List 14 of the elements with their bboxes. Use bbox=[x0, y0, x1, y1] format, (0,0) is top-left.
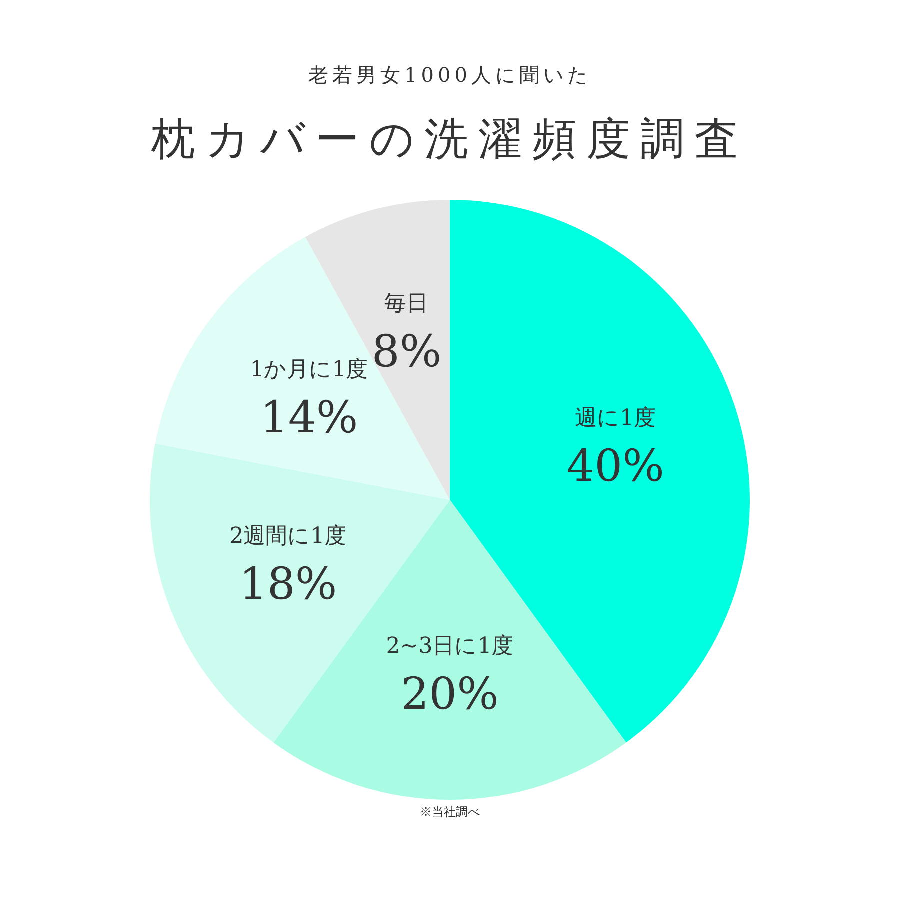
slice-label: 2週間に1度 bbox=[230, 524, 347, 550]
slice-label: 1か月に1度 bbox=[250, 358, 368, 383]
chart-title: 枕カバーの洗濯頻度調査 bbox=[150, 113, 750, 167]
data-label: 8% bbox=[372, 326, 442, 378]
slice-label: 毎日 bbox=[384, 291, 429, 316]
slice-label: 週に1度 bbox=[574, 406, 656, 432]
data-label: 18% bbox=[239, 559, 338, 610]
data-label: 14% bbox=[260, 392, 358, 444]
text: ※当社調べ bbox=[419, 804, 481, 821]
pie-slice bbox=[155, 237, 450, 500]
chart-subtitle: 老若男女1000人に聞いた bbox=[308, 62, 592, 89]
data-label: 40% bbox=[566, 441, 664, 492]
data-label: 20% bbox=[401, 669, 499, 720]
slice-label: 2~3日に1度 bbox=[386, 634, 514, 659]
